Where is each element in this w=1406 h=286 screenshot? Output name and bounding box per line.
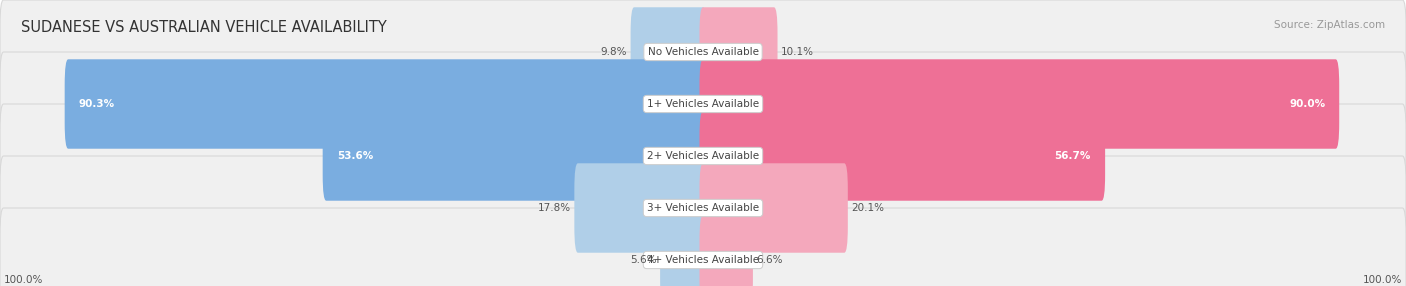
FancyBboxPatch shape xyxy=(322,111,707,201)
FancyBboxPatch shape xyxy=(0,0,1406,104)
Text: 17.8%: 17.8% xyxy=(537,203,571,213)
Text: 90.0%: 90.0% xyxy=(1289,99,1324,109)
Text: 53.6%: 53.6% xyxy=(337,151,373,161)
FancyBboxPatch shape xyxy=(630,7,707,97)
FancyBboxPatch shape xyxy=(0,104,1406,208)
FancyBboxPatch shape xyxy=(661,215,707,286)
FancyBboxPatch shape xyxy=(700,7,778,97)
FancyBboxPatch shape xyxy=(0,52,1406,156)
Text: 9.8%: 9.8% xyxy=(600,47,627,57)
Text: 90.3%: 90.3% xyxy=(79,99,115,109)
FancyBboxPatch shape xyxy=(0,156,1406,260)
FancyBboxPatch shape xyxy=(575,163,707,253)
Text: Source: ZipAtlas.com: Source: ZipAtlas.com xyxy=(1274,20,1385,30)
Text: 3+ Vehicles Available: 3+ Vehicles Available xyxy=(647,203,759,213)
Text: 6.6%: 6.6% xyxy=(756,255,783,265)
Text: 2+ Vehicles Available: 2+ Vehicles Available xyxy=(647,151,759,161)
FancyBboxPatch shape xyxy=(700,163,848,253)
FancyBboxPatch shape xyxy=(700,111,1105,201)
FancyBboxPatch shape xyxy=(700,215,754,286)
Text: 56.7%: 56.7% xyxy=(1054,151,1091,161)
Text: SUDANESE VS AUSTRALIAN VEHICLE AVAILABILITY: SUDANESE VS AUSTRALIAN VEHICLE AVAILABIL… xyxy=(21,20,387,35)
FancyBboxPatch shape xyxy=(0,208,1406,286)
Text: 100.0%: 100.0% xyxy=(1362,275,1403,285)
Text: 100.0%: 100.0% xyxy=(3,275,44,285)
Text: 5.6%: 5.6% xyxy=(630,255,657,265)
FancyBboxPatch shape xyxy=(700,59,1340,149)
FancyBboxPatch shape xyxy=(65,59,707,149)
Text: 20.1%: 20.1% xyxy=(852,203,884,213)
Text: No Vehicles Available: No Vehicles Available xyxy=(648,47,758,57)
Text: 1+ Vehicles Available: 1+ Vehicles Available xyxy=(647,99,759,109)
Text: 4+ Vehicles Available: 4+ Vehicles Available xyxy=(647,255,759,265)
Text: 10.1%: 10.1% xyxy=(782,47,814,57)
